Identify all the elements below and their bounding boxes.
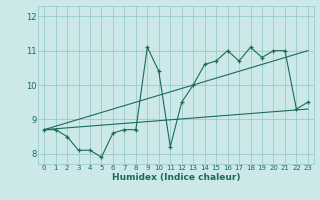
X-axis label: Humidex (Indice chaleur): Humidex (Indice chaleur) <box>112 173 240 182</box>
